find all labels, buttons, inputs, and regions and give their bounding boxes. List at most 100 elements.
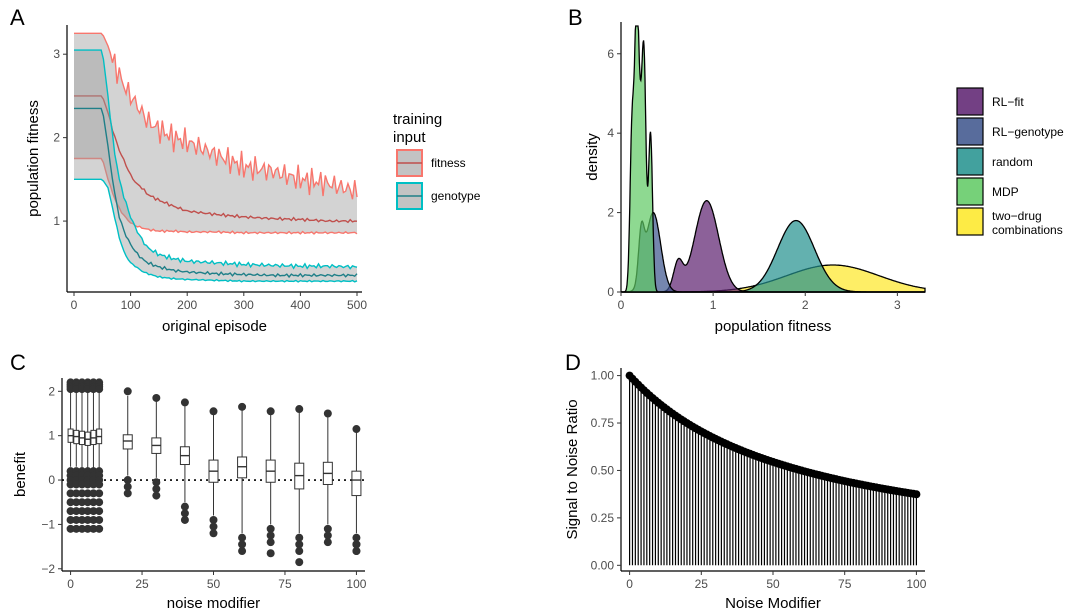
y-tick-label-c: 0 xyxy=(48,473,55,487)
legend-label-RL−fit: RL−fit xyxy=(992,95,1024,109)
outlier-point xyxy=(83,480,92,489)
outlier-point xyxy=(238,540,247,549)
ribbon-genotype xyxy=(74,50,357,282)
x-tick-label-b: 3 xyxy=(894,298,901,312)
x-tick-label-a: 300 xyxy=(234,298,254,312)
outlier-point xyxy=(89,515,98,524)
outlier-point xyxy=(95,480,104,489)
x-tick-label-a: 0 xyxy=(71,298,78,312)
outlier-point xyxy=(295,558,304,567)
outlier-point xyxy=(72,515,81,524)
outlier-point xyxy=(209,515,218,524)
outlier-point xyxy=(295,547,304,556)
outlier-point xyxy=(266,531,275,540)
outlier-point xyxy=(123,387,132,396)
x-tick-label-c: 25 xyxy=(135,577,149,591)
legend-key-MDP xyxy=(956,177,984,206)
outlier-point xyxy=(95,524,104,533)
outlier-point xyxy=(352,533,361,542)
outlier-point xyxy=(78,480,87,489)
density-MDP xyxy=(621,25,925,293)
outlier-point xyxy=(95,498,104,507)
outlier-point xyxy=(95,515,104,524)
y-tick-label-d: 0.50 xyxy=(591,463,615,477)
y-tick-label-d: 0.25 xyxy=(591,511,615,525)
outlier-point xyxy=(295,405,304,414)
y-tick-label-c: −1 xyxy=(41,517,55,531)
plot-b-densities xyxy=(621,25,926,293)
outlier-point xyxy=(238,533,247,542)
panel-label-a: A xyxy=(10,5,25,30)
y-axis-title-a: population fitness xyxy=(25,100,42,217)
legend-label-genotype: genotype xyxy=(431,189,481,203)
outlier-point xyxy=(72,524,81,533)
x-tick-label-d: 50 xyxy=(766,577,780,591)
lower-bound-genotype xyxy=(74,178,358,283)
outlier-point xyxy=(89,489,98,498)
outlier-point xyxy=(66,515,75,524)
outlier-point xyxy=(66,489,75,498)
outlier-point xyxy=(266,407,275,416)
outlier-point xyxy=(238,547,247,556)
outlier-point xyxy=(238,402,247,411)
outlier-point xyxy=(89,524,98,533)
y-tick-label-c: −2 xyxy=(41,562,55,576)
x-tick-label-d: 100 xyxy=(906,577,926,591)
outlier-point xyxy=(95,489,104,498)
x-tick-label-d: 75 xyxy=(838,577,852,591)
outlier-point xyxy=(89,480,98,489)
outlier-point xyxy=(95,507,104,516)
outlier-point xyxy=(72,480,81,489)
outlier-point xyxy=(72,507,81,516)
y-axis-title-c: benefit xyxy=(12,451,29,497)
legend-title-a-line2: input xyxy=(393,129,426,146)
outlier-point xyxy=(72,498,81,507)
x-tick-label-a: 200 xyxy=(177,298,197,312)
legend-key-random xyxy=(956,147,984,176)
legend-label-two−drug-line2: combinations xyxy=(992,223,1063,237)
outlier-point xyxy=(83,507,92,516)
panel-label-b: B xyxy=(568,5,583,30)
legend-label-random: random xyxy=(992,155,1033,169)
outlier-point xyxy=(78,489,87,498)
outlier-point xyxy=(123,476,132,485)
x-tick-label-a: 100 xyxy=(121,298,141,312)
x-axis-title-b: population fitness xyxy=(715,318,832,335)
x-tick-label-c: 0 xyxy=(67,577,74,591)
legend-label-two−drug: two−drug xyxy=(992,209,1042,223)
outlier-point xyxy=(66,507,75,516)
legend-label-fitness: fitness xyxy=(431,156,466,170)
legend-label-RL−genotype: RL−genotype xyxy=(992,125,1064,139)
y-tick-label-d: 1.00 xyxy=(591,369,615,383)
outlier-point xyxy=(83,489,92,498)
outlier-point xyxy=(89,498,98,507)
outlier-point xyxy=(352,547,361,556)
outlier-point xyxy=(66,498,75,507)
outlier-point xyxy=(95,385,104,394)
x-tick-label-b: 2 xyxy=(802,298,809,312)
outlier-point xyxy=(323,531,332,540)
x-tick-label-b: 1 xyxy=(710,298,717,312)
outlier-point xyxy=(209,407,218,416)
box xyxy=(351,470,362,497)
x-tick-label-b: 0 xyxy=(618,298,625,312)
outlier-point xyxy=(352,540,361,549)
outlier-point xyxy=(209,522,218,531)
outlier-point xyxy=(78,515,87,524)
y-tick-label-a: 1 xyxy=(53,214,60,228)
outlier-point xyxy=(352,425,361,434)
y-tick-label-c: 1 xyxy=(48,429,55,443)
outlier-point xyxy=(209,529,218,538)
y-tick-label-b: 4 xyxy=(607,126,614,140)
outlier-point xyxy=(152,478,161,487)
legend-key-RL−genotype xyxy=(956,117,984,146)
outlier-point xyxy=(180,515,189,524)
x-tick-label-d: 0 xyxy=(626,577,633,591)
mean-line-genotype xyxy=(74,107,358,279)
upper-bound-fitness xyxy=(74,32,358,200)
plot-d-lollipops xyxy=(625,371,921,566)
legend-key-RL−fit xyxy=(956,87,984,116)
x-axis-title-a: original episode xyxy=(162,318,267,335)
outlier-point xyxy=(323,524,332,533)
y-tick-label-c: 2 xyxy=(48,384,55,398)
